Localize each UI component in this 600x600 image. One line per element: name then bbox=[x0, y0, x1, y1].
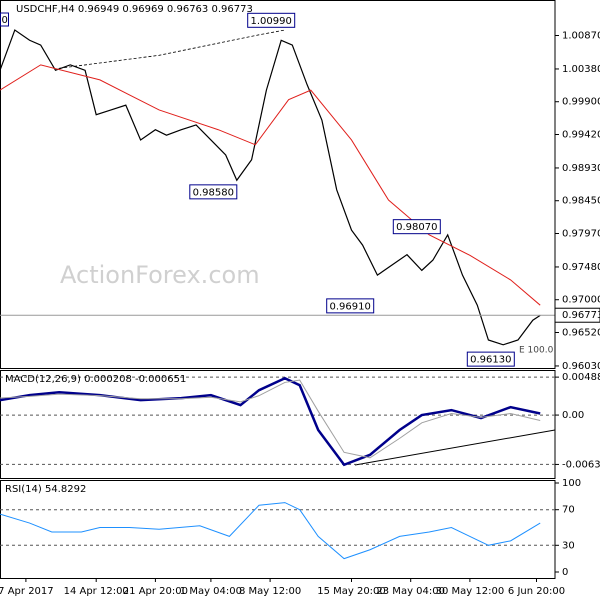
x-tick-label: 7 Apr 2017 bbox=[0, 586, 54, 597]
annotation-label: 0.98580 bbox=[193, 187, 234, 198]
panel-title: MACD(12,26,9) 0.000208 -0.000651 bbox=[5, 374, 186, 385]
panel-title: USDCHF,H4 0.96949 0.96969 0.96763 0.9677… bbox=[16, 4, 253, 15]
series-line bbox=[0, 502, 541, 560]
y-tick-label: 0.97480 bbox=[562, 262, 600, 273]
x-tick-label: 21 Apr 20:00 bbox=[123, 586, 188, 597]
annotation-label: 0.96130 bbox=[470, 355, 511, 366]
y-tick-label: 1.00870 bbox=[562, 31, 600, 42]
x-tick-label: 6 Jun 20:00 bbox=[508, 586, 565, 597]
series-line bbox=[59, 29, 285, 69]
annotation-label: 0.96910 bbox=[330, 301, 371, 312]
series-line bbox=[0, 29, 541, 346]
x-tick-label: 14 Apr 12:00 bbox=[64, 586, 129, 597]
annotation-label: 0.98070 bbox=[396, 222, 437, 233]
series-line bbox=[0, 379, 541, 459]
last-price-label: 0.96773 bbox=[562, 310, 600, 321]
corner-box bbox=[0, 12, 9, 27]
y-tick-label: 0.98930 bbox=[562, 163, 600, 174]
panel-frame bbox=[0, 0, 556, 369]
corner-label: 0 bbox=[2, 15, 8, 26]
panel-title: RSI(14) 54.8292 bbox=[5, 484, 86, 495]
annotation-box bbox=[189, 184, 238, 200]
trend-line bbox=[354, 429, 556, 466]
y-tick-label: 0.97000 bbox=[562, 295, 600, 306]
annotation-box bbox=[392, 219, 441, 235]
x-tick-label: 8 May 12:00 bbox=[239, 586, 301, 597]
x-tick-label: 30 May 12:00 bbox=[436, 586, 505, 597]
x-tick-label: 23 May 04:00 bbox=[376, 586, 445, 597]
panel-frame bbox=[0, 480, 556, 579]
y-tick-label: 100 bbox=[562, 478, 581, 489]
panel-frame bbox=[0, 370, 556, 479]
y-tick-label: -0.006354 bbox=[562, 459, 600, 470]
y-tick-label: 0.99900 bbox=[562, 97, 600, 108]
x-tick-label: 15 May 20:00 bbox=[317, 586, 386, 597]
last-price-box bbox=[554, 307, 600, 323]
y-tick-label: 30 bbox=[562, 540, 575, 551]
annotation-box bbox=[466, 351, 515, 367]
annotation-box bbox=[326, 298, 375, 314]
y-tick-label: 0 bbox=[562, 567, 568, 578]
y-tick-label: 1.00380 bbox=[562, 64, 600, 75]
x-tick-label: 1 May 04:00 bbox=[180, 586, 242, 597]
y-tick-label: 0.98450 bbox=[562, 196, 600, 207]
y-tick-label: 0.96520 bbox=[562, 327, 600, 338]
y-tick-label: 0.004883 bbox=[562, 372, 600, 383]
y-tick-label: 0.99420 bbox=[562, 130, 600, 141]
annotation-label: 1.00990 bbox=[251, 16, 292, 27]
series-line bbox=[0, 64, 541, 306]
y-tick-label: 0.97970 bbox=[562, 228, 600, 239]
marker-label: E 100.0 bbox=[519, 346, 554, 356]
series-line bbox=[0, 376, 541, 467]
y-tick-label: 0.96030 bbox=[562, 361, 600, 372]
watermark: ActionForex.com bbox=[60, 261, 260, 289]
y-tick-label: 0.00 bbox=[562, 410, 584, 421]
y-tick-label: 70 bbox=[562, 505, 575, 516]
annotation-box bbox=[247, 12, 296, 28]
